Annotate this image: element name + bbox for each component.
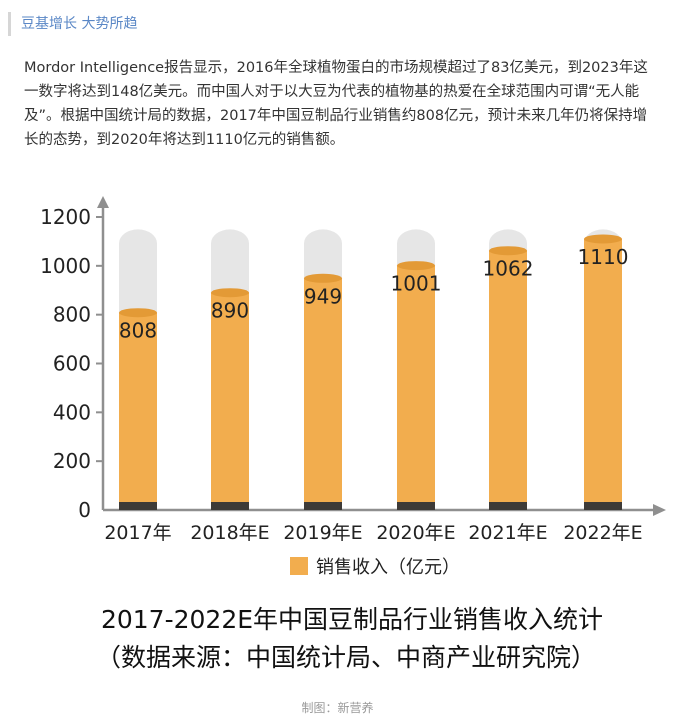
- bar-chart: 0 200 400 600 800 1000 1200 808 890 949 1001 1062 1…: [40, 196, 666, 672]
- y-tick-label: 0: [78, 498, 91, 522]
- bar: [397, 265, 435, 510]
- bar-top: [584, 234, 622, 244]
- y-tick-label: 800: [53, 303, 91, 327]
- bar: [489, 250, 527, 510]
- y-tick-label: 200: [53, 449, 91, 473]
- data-label: 1062: [483, 257, 534, 281]
- y-tick-label: 400: [53, 400, 91, 424]
- data-label: 949: [304, 284, 342, 308]
- x-tick-label: 2021年E: [468, 522, 547, 544]
- bar-group: 890: [211, 229, 249, 510]
- x-tick-label: 2019年E: [283, 522, 362, 544]
- x-tick-label: 2022年E: [563, 522, 642, 544]
- x-tick-label: 2020年E: [376, 522, 455, 544]
- bar-group: 1001: [391, 229, 442, 510]
- bar-top: [304, 273, 342, 283]
- x-tick-label: 2017年: [104, 522, 171, 544]
- bar-base: [211, 502, 249, 510]
- image-caption: 制图：新营养: [301, 701, 374, 715]
- data-label: 1001: [391, 272, 442, 296]
- x-axis-arrow: [653, 504, 666, 516]
- bar-group: 949: [304, 229, 342, 510]
- bar-base: [397, 502, 435, 510]
- bar-base: [304, 502, 342, 510]
- data-label: 808: [119, 319, 157, 343]
- bar-group: 808: [119, 229, 157, 510]
- bar-top: [211, 288, 249, 298]
- chart-subtitle: （数据来源：中国统计局、中商产业研究院）: [96, 643, 596, 672]
- bar-group: 1062: [483, 229, 534, 510]
- legend-swatch: [290, 557, 308, 575]
- bar: [119, 312, 157, 510]
- chart-legend: 销售收入（亿元）: [290, 557, 460, 578]
- y-tick-label: 1200: [40, 205, 91, 229]
- chart-title: 2017-2022E年中国豆制品行业销售收入统计: [101, 605, 603, 634]
- section-title: 豆基增长 大势所趋: [8, 12, 137, 36]
- y-tick-label: 1000: [40, 254, 91, 278]
- y-axis-arrow: [97, 196, 109, 208]
- data-label: 1110: [578, 245, 629, 269]
- bar: [584, 238, 622, 510]
- chart-axes: 0 200 400 600 800 1000 1200: [40, 196, 666, 522]
- chart-bars: 808 890 949 1001 1062 1110: [119, 229, 629, 510]
- y-tick-label: 600: [53, 352, 91, 376]
- bar: [304, 278, 342, 510]
- bar-base: [584, 502, 622, 510]
- intro-paragraph: Mordor Intelligence报告显示，2016年全球植物蛋白的市场规模…: [24, 60, 648, 148]
- bar-base: [489, 502, 527, 510]
- bar-group: 1110: [578, 229, 629, 510]
- x-tick-labels: 2017年 2018年E 2019年E 2020年E 2021年E 2022年E: [104, 522, 642, 544]
- legend-label: 销售收入（亿元）: [316, 557, 460, 578]
- bar-top: [489, 246, 527, 256]
- x-tick-label: 2018年E: [190, 522, 269, 544]
- data-label: 890: [211, 299, 249, 323]
- bar-base: [119, 502, 157, 510]
- bar-top: [119, 308, 157, 318]
- bar: [211, 292, 249, 510]
- bar-top: [397, 261, 435, 271]
